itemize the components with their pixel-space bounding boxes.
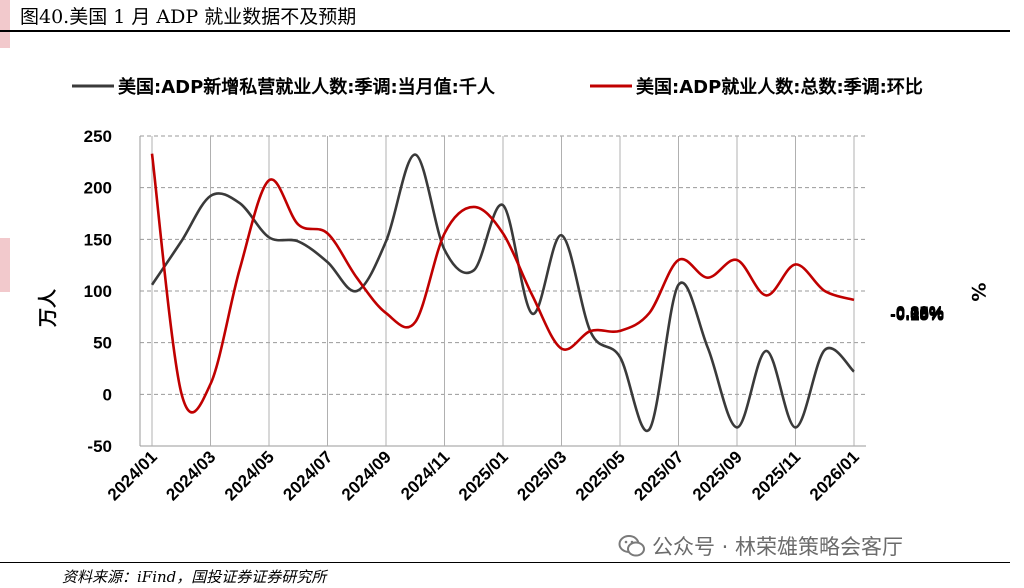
x-tick-label: 2024/07 xyxy=(279,447,336,504)
x-tick-label: 2024/05 xyxy=(221,447,278,504)
source-note: 资料来源：iFind，国投证券证券研究所 xyxy=(62,568,327,586)
right-axis-title: % xyxy=(967,282,989,301)
x-tick-label: 2025/09 xyxy=(689,447,746,504)
y-left-tick-label: 100 xyxy=(84,282,112,301)
x-tick-label: 2025/01 xyxy=(455,447,512,504)
x-tick-label: 2026/01 xyxy=(806,447,863,504)
series-line-adp-new-jobs xyxy=(150,153,855,433)
x-tick-label: 2024/11 xyxy=(397,447,453,503)
figure-title: 图40.美国 1 月 ADP 就业数据不及预期 xyxy=(20,6,357,28)
y-left-tick-label: 0 xyxy=(103,385,112,404)
wechat-icon xyxy=(618,535,645,557)
y-right-tick-label: 0.10% xyxy=(896,303,944,322)
x-tick-label: 2025/11 xyxy=(748,447,804,503)
y-right-tick-label: -0.10% xyxy=(890,305,944,324)
legend: 美国:ADP新增私营就业人数:季调:当月值:千人 美国:ADP就业人数:总数:季… xyxy=(72,76,923,98)
accent-bar-middle xyxy=(0,238,10,292)
x-tick-label: 2024/01 xyxy=(104,447,161,504)
y-left-tick-label: 250 xyxy=(84,127,112,146)
x-axis-ticks: 2024/01 2024/03 2024/05 2024/07 2024/09 2024/… xyxy=(104,447,863,504)
legend-label-series1: 美国:ADP新增私营就业人数:季调:当月值:千人 xyxy=(118,76,496,98)
watermark-text: 公众号 · 林荣雄策略会客厅 xyxy=(652,535,904,559)
left-axis-ticks: 250 200 150 100 50 0 -50 xyxy=(84,127,112,456)
x-tick-label: 2025/07 xyxy=(630,447,687,504)
y-left-tick-label: 50 xyxy=(93,334,112,353)
y-right-tick-label: 0.15% xyxy=(896,303,944,322)
y-left-tick-label: -50 xyxy=(87,437,112,456)
legend-label-series2: 美国:ADP就业人数:总数:季调:环比 xyxy=(636,76,923,98)
y-right-tick-label: -0.05% xyxy=(890,305,944,324)
right-axis-ticks: 0.20%0.15%0.10%0.05%0.00%-0.05%-0.10%-0.… xyxy=(890,302,944,324)
gridlines xyxy=(139,135,866,447)
y-left-tick-label: 150 xyxy=(84,230,112,249)
y-right-tick-label: 0.05% xyxy=(896,304,944,323)
x-tick-label: 2025/05 xyxy=(572,447,629,504)
y-right-tick-label: -0.15% xyxy=(890,305,944,324)
x-tick-label: 2024/03 xyxy=(162,447,219,504)
title-divider xyxy=(0,30,1010,32)
series xyxy=(150,153,855,433)
series-line-adp-mom xyxy=(150,153,855,414)
y-right-tick-label: 0.20% xyxy=(896,302,944,321)
watermark: 公众号 · 林荣雄策略会客厅 xyxy=(618,531,903,561)
y-left-tick-label: 200 xyxy=(84,179,112,198)
footer-divider xyxy=(0,562,1010,563)
left-axis-title: 万人 xyxy=(37,288,59,328)
y-right-tick-label: 0.00% xyxy=(896,304,944,323)
x-tick-label: 2025/03 xyxy=(513,447,570,504)
accent-bar-top xyxy=(0,0,10,48)
x-tick-label: 2024/09 xyxy=(338,447,395,504)
